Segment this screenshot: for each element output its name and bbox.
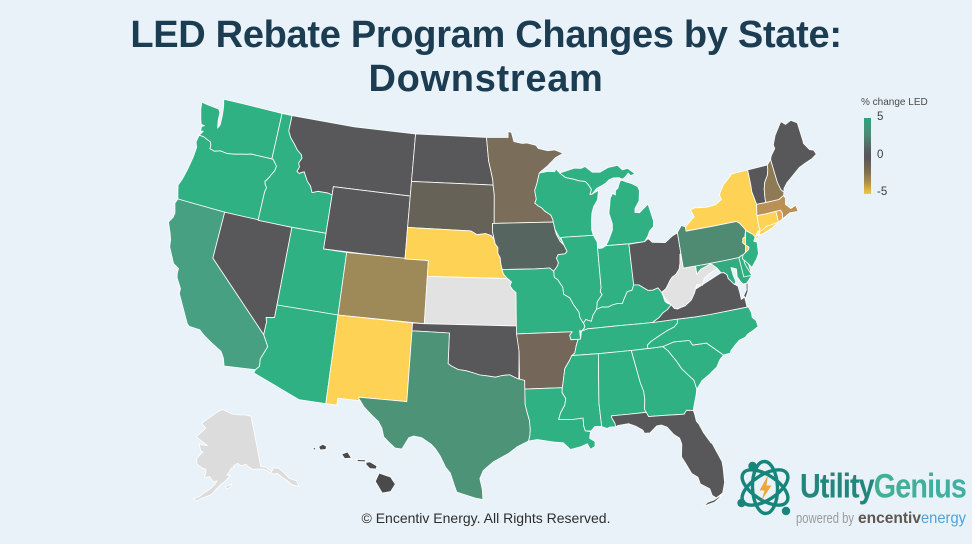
svg-text:energy: energy [921,510,966,527]
svg-text:UtilityGenius: UtilityGenius [800,468,966,506]
svg-text:encentiv: encentiv [858,510,921,527]
svg-text:powered by: powered by [796,511,855,527]
